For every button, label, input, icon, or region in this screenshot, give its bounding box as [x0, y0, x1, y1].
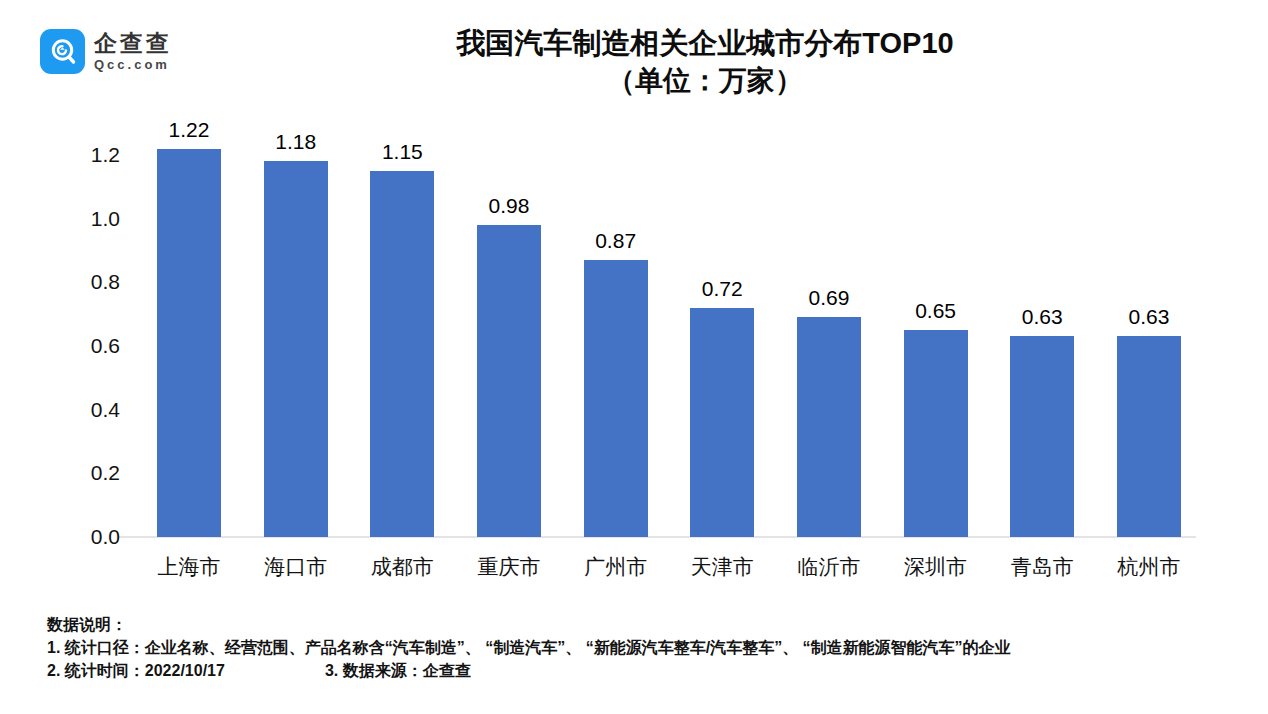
bar — [690, 308, 754, 537]
logo-domain: Qcc.com — [94, 57, 172, 73]
bar — [477, 225, 541, 537]
bar — [1117, 336, 1181, 537]
bar-value-label: 0.65 — [915, 299, 956, 323]
x-category-label: 海口市 — [264, 553, 327, 581]
bars: 1.22上海市 1.18海口市 1.15成都市 0.98重庆市 0.87广州市 0.72天… — [157, 120, 1181, 537]
qcc-logo: 企查查 Qcc.com — [40, 29, 172, 74]
data-source: 3. 数据来源：企查查 — [325, 659, 471, 682]
bar-column: 0.87广州市 — [584, 120, 648, 537]
bar-column: 0.65深圳市 — [904, 120, 968, 537]
x-category-label: 重庆市 — [477, 553, 540, 581]
x-category-label: 杭州市 — [1117, 553, 1180, 581]
y-tick-label: 0.2 — [40, 460, 120, 486]
data-notes-line1: 1. 统计口径：企业名称、经营范围、产品名称含“汽车制造”、 “制造汽车”、 “… — [47, 636, 1247, 659]
bar — [584, 260, 648, 537]
bar-column: 1.18海口市 — [264, 120, 328, 537]
x-category-label: 广州市 — [584, 553, 647, 581]
y-tick-label: 0.4 — [40, 397, 120, 423]
bar-column: 1.22上海市 — [157, 120, 221, 537]
data-notes-heading: 数据说明： — [47, 613, 1247, 636]
bar-value-label: 0.63 — [1022, 305, 1063, 329]
x-category-label: 青岛市 — [1011, 553, 1074, 581]
x-category-label: 成都市 — [371, 553, 434, 581]
x-category-label: 上海市 — [158, 553, 221, 581]
bar-column: 0.63青岛市 — [1010, 120, 1074, 537]
x-category-label: 天津市 — [691, 553, 754, 581]
bar-column: 0.69临沂市 — [797, 120, 861, 537]
y-tick-label: 0.6 — [40, 333, 120, 359]
chart-title-unit: （单位：万家） — [340, 62, 1070, 99]
data-notes-line2: 2. 统计时间：2022/10/17 3. 数据来源：企查查 — [47, 659, 1247, 682]
chart-title-line1: 我国汽车制造相关企业城市分布TOP10 — [340, 24, 1070, 62]
bar-column: 0.63杭州市 — [1117, 120, 1181, 537]
magnifier-q-icon — [48, 37, 78, 67]
bar-chart: 0.00.20.40.60.81.01.2 1.22上海市1.18海口市1.15… — [0, 120, 1268, 590]
bar-value-label: 0.69 — [809, 286, 850, 310]
bar-column: 0.98重庆市 — [477, 120, 541, 537]
bar — [264, 161, 328, 537]
bar-value-label: 0.87 — [595, 229, 636, 253]
bar — [157, 149, 221, 537]
y-tick-label: 1.0 — [40, 206, 120, 232]
bar-value-label: 0.72 — [702, 277, 743, 301]
y-tick-label: 0.0 — [40, 524, 120, 550]
qcc-logo-icon — [40, 29, 85, 74]
bar-value-label: 1.22 — [169, 118, 210, 142]
y-tick-label: 1.2 — [40, 142, 120, 168]
stat-time: 2. 统计时间：2022/10/17 — [47, 659, 225, 682]
chart-title: 我国汽车制造相关企业城市分布TOP10 （单位：万家） — [340, 24, 1070, 99]
infographic-page: 企查查 Qcc.com 我国汽车制造相关企业城市分布TOP10 （单位：万家） … — [0, 0, 1268, 714]
bar — [797, 317, 861, 537]
bar-column: 1.15成都市 — [370, 120, 434, 537]
bar — [904, 330, 968, 537]
bar — [1010, 336, 1074, 537]
y-tick-label: 0.8 — [40, 269, 120, 295]
x-category-label: 深圳市 — [904, 553, 967, 581]
y-axis-ticks: 0.00.20.40.60.81.01.2 — [0, 120, 140, 537]
bar — [370, 171, 434, 537]
spacer — [225, 659, 325, 682]
bar-column: 0.72天津市 — [690, 120, 754, 537]
x-category-label: 临沂市 — [797, 553, 860, 581]
bar-value-label: 0.98 — [489, 194, 530, 218]
qcc-logo-text: 企查查 Qcc.com — [94, 30, 172, 73]
bar-value-label: 1.15 — [382, 140, 423, 164]
logo-name: 企查查 — [94, 30, 172, 56]
data-notes: 数据说明： 1. 统计口径：企业名称、经营范围、产品名称含“汽车制造”、 “制造… — [47, 613, 1247, 682]
bar-value-label: 1.18 — [275, 130, 316, 154]
bar-value-label: 0.63 — [1128, 305, 1169, 329]
